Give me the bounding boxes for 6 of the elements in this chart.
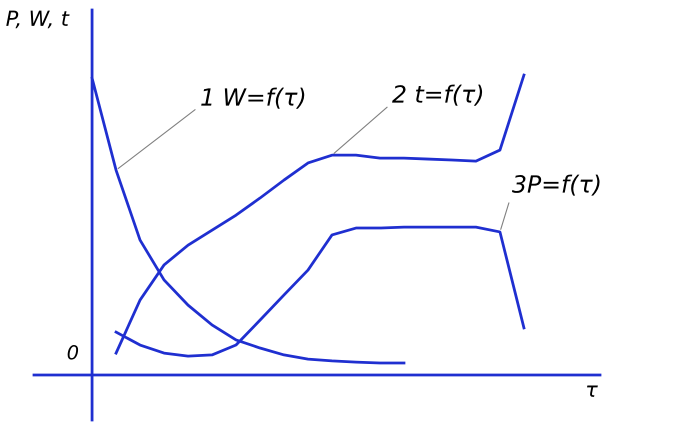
x-axis-title: τ — [587, 385, 598, 397]
annotation: 2 t=f(τ) — [392, 84, 482, 106]
text: 0 — [68, 344, 78, 360]
annotation: 1 W=f(τ) — [201, 88, 304, 109]
annotation: 3P=f(τ) — [512, 174, 600, 196]
y-axis-title: P, W, t — [6, 10, 70, 28]
